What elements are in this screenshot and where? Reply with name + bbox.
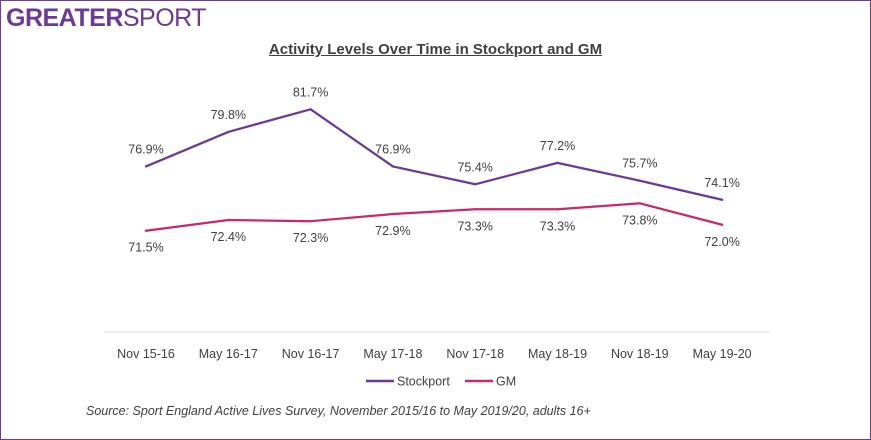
x-tick-label: May 16-17: [199, 347, 258, 361]
legend-label-stockport: Stockport: [397, 375, 450, 389]
series-line-stockport: [145, 108, 723, 201]
data-label: 73.3%: [540, 219, 575, 233]
x-tick-label: Nov 18-19: [611, 347, 669, 361]
data-label: 81.7%: [293, 85, 328, 99]
data-point: [144, 165, 148, 168]
data-label: 74.1%: [704, 176, 739, 190]
x-tick-label: May 17-18: [363, 347, 422, 361]
data-label: 71.5%: [128, 241, 163, 255]
data-label: 72.3%: [293, 231, 328, 245]
data-point: [309, 108, 312, 111]
x-tick-label: Nov 16-17: [282, 347, 340, 361]
data-point: [556, 208, 559, 211]
chart-title: Activity Levels Over Time in Stockport a…: [268, 41, 603, 58]
data-point: [227, 130, 230, 134]
legend-label-gm: GM: [496, 375, 516, 389]
data-label: 72.0%: [704, 235, 739, 249]
data-point: [391, 165, 395, 168]
data-label: 79.8%: [211, 108, 246, 122]
x-tick-label: May 19-20: [693, 347, 752, 361]
data-point: [144, 229, 148, 232]
data-label: 76.9%: [375, 142, 410, 156]
data-point: [309, 219, 312, 223]
data-label: 75.4%: [457, 160, 492, 174]
data-label: 75.7%: [622, 157, 657, 171]
data-label: 73.3%: [457, 219, 492, 233]
data-label: 77.2%: [540, 139, 575, 153]
data-label: 72.4%: [211, 230, 246, 244]
data-label: 72.9%: [375, 224, 410, 238]
logo-word-greater: GREATER: [6, 4, 123, 32]
x-tick-label: May 18-19: [528, 347, 587, 361]
data-point: [391, 212, 395, 216]
x-tick-label: Nov 17-18: [446, 347, 504, 361]
data-point: [638, 202, 641, 205]
greatersport-logo: GREATERSPORT: [6, 4, 207, 33]
data-label: 76.9%: [128, 142, 163, 156]
x-tick-label: Nov 15-16: [117, 347, 175, 361]
data-point: [474, 208, 477, 211]
source-note: Source: Sport England Active Lives Surve…: [86, 404, 591, 418]
data-point: [720, 198, 724, 201]
series-line-gm: [145, 202, 723, 232]
data-point: [227, 218, 230, 222]
data-point: [720, 223, 724, 226]
data-point: [638, 179, 641, 182]
data-point: [556, 161, 559, 165]
data-label: 73.8%: [622, 213, 657, 227]
logo-word-sport: SPORT: [122, 4, 207, 32]
data-point: [474, 183, 477, 186]
